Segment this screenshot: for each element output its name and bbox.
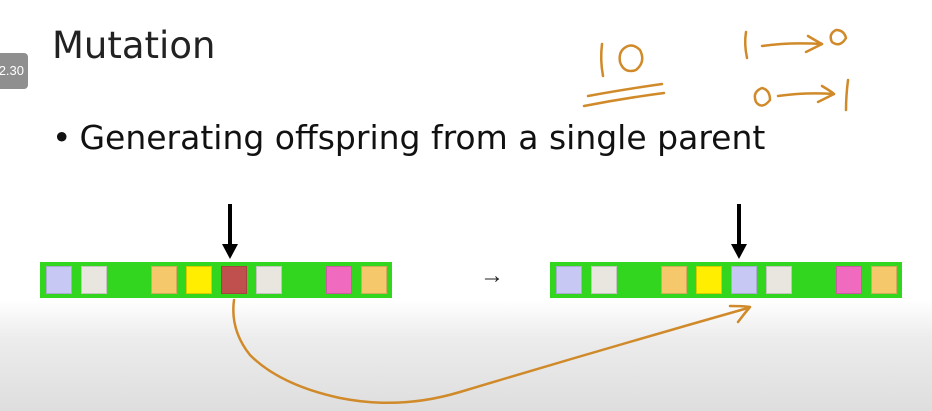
gene — [626, 266, 652, 294]
gene — [696, 266, 722, 294]
bullet-text: Generating offspring from a single paren… — [79, 118, 766, 157]
gene — [116, 266, 142, 294]
gene — [81, 266, 107, 294]
gene — [326, 266, 352, 294]
offspring-chromosome — [550, 262, 902, 298]
handwritten-0-to-1 — [753, 86, 772, 107]
gene — [291, 266, 317, 294]
gene — [591, 266, 617, 294]
slide-title: Mutation — [52, 24, 216, 67]
gene — [556, 266, 582, 294]
gene — [661, 266, 687, 294]
gene — [766, 266, 792, 294]
slide-bottom-shadow — [0, 300, 932, 411]
timestamp-badge: 2.30 — [0, 53, 28, 89]
gene — [871, 266, 897, 294]
gene — [256, 266, 282, 294]
gene — [151, 266, 177, 294]
handwritten-10 — [599, 42, 605, 78]
transform-arrow: → — [480, 262, 504, 289]
handwritten-1-to-0 — [743, 30, 749, 60]
bullet-marker: • — [52, 118, 72, 157]
gene — [361, 266, 387, 294]
parent-chromosome — [40, 262, 392, 298]
gene — [801, 266, 827, 294]
bullet-point: • Generating offspring from a single pare… — [52, 118, 765, 157]
gene — [836, 266, 862, 294]
gene — [186, 266, 212, 294]
parent-mutation-pointer-arrow — [222, 204, 238, 259]
gene-mutated — [731, 266, 757, 294]
offspring-mutation-pointer-arrow — [731, 204, 747, 259]
gene — [46, 266, 72, 294]
gene-mutated — [221, 266, 247, 294]
